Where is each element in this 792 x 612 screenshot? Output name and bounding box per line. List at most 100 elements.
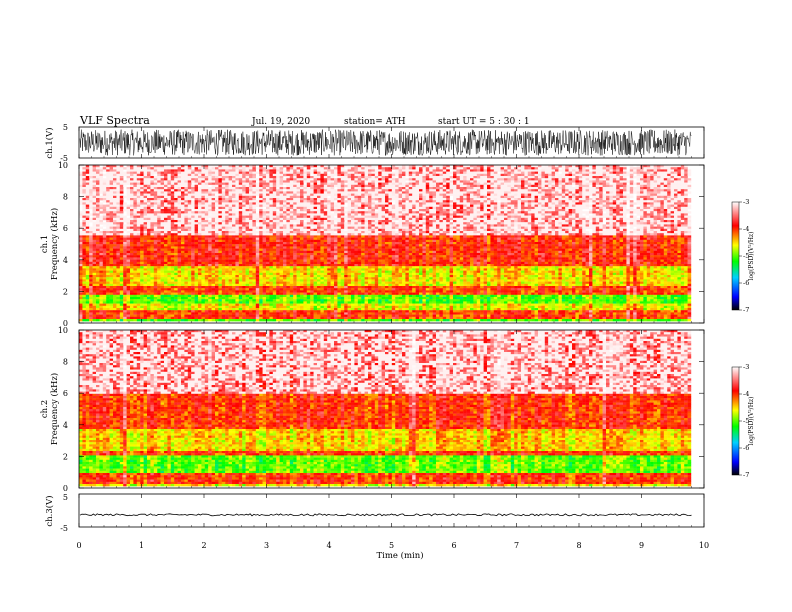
spectrogram-cell bbox=[606, 200, 610, 203]
spectrogram-cell bbox=[259, 167, 263, 170]
spectrogram-cell bbox=[395, 178, 399, 181]
spectrogram-cell bbox=[623, 195, 627, 199]
spectrogram-cell bbox=[463, 206, 467, 210]
spectrogram-cell bbox=[330, 204, 335, 207]
spectrogram-cell bbox=[385, 169, 389, 172]
spectrogram-cell bbox=[493, 169, 498, 172]
spectrogram-cell bbox=[317, 222, 321, 225]
spectrogram-cell bbox=[544, 211, 549, 214]
spectrogram-cell bbox=[629, 173, 634, 177]
spectrogram-cell bbox=[616, 176, 620, 179]
spectrogram-cell bbox=[221, 198, 226, 201]
spectrogram-cell bbox=[582, 193, 586, 196]
spectrogram-cell bbox=[670, 171, 675, 174]
spectrogram-cell bbox=[395, 182, 399, 185]
spectrogram-cell bbox=[633, 187, 637, 190]
spectrogram-cell bbox=[313, 176, 318, 179]
spectrogram-cell bbox=[521, 176, 525, 179]
spectrogram-cell bbox=[150, 191, 154, 194]
spectrogram-cell bbox=[368, 215, 372, 218]
spectrogram-cell bbox=[466, 215, 471, 218]
spectrogram-cell bbox=[109, 200, 114, 203]
spectrogram-cell bbox=[517, 165, 522, 168]
spectrogram-cell bbox=[677, 184, 681, 188]
spectrogram-cell bbox=[653, 224, 658, 227]
spectrogram-cell bbox=[412, 213, 416, 216]
start-time-label: start UT = 5 : 30 : 1 bbox=[438, 117, 530, 127]
spectrogram-cell bbox=[334, 165, 338, 168]
spectrogram-cell bbox=[422, 200, 426, 203]
spectrogram-cell bbox=[677, 191, 681, 194]
spectrogram-cell bbox=[374, 195, 379, 199]
spectrogram-cell bbox=[272, 217, 277, 221]
spectrogram-cell bbox=[140, 198, 144, 201]
spectrogram-cell bbox=[422, 195, 426, 199]
spectrogram-cell bbox=[153, 209, 158, 212]
spectrogram-cell bbox=[272, 224, 277, 227]
spectrogram-cell bbox=[279, 189, 284, 192]
spectrogram-cell bbox=[245, 195, 250, 199]
spectrogram-cell bbox=[269, 224, 273, 227]
spectrogram-cell bbox=[130, 224, 134, 227]
spectrogram-cell bbox=[266, 165, 270, 168]
spectrogram-cell bbox=[463, 171, 467, 174]
spectrogram-cell bbox=[456, 167, 460, 170]
spectrogram-cell bbox=[391, 193, 396, 196]
spectrogram-cell bbox=[415, 222, 420, 225]
spectrogram-cell bbox=[368, 204, 372, 207]
spectrogram-cell bbox=[595, 165, 600, 168]
spectrogram-cell bbox=[602, 193, 607, 196]
spectrogram-cell bbox=[344, 215, 348, 218]
spectrogram-cell bbox=[663, 204, 668, 207]
spectrogram-cell bbox=[487, 217, 491, 221]
spectrogram-cell bbox=[259, 206, 263, 210]
spectrogram-cell bbox=[187, 217, 192, 221]
spectrogram-cell bbox=[262, 167, 267, 170]
spectrogram-cell bbox=[629, 220, 634, 223]
spectrogram-cell bbox=[459, 209, 464, 212]
spectrogram-cell bbox=[82, 178, 86, 181]
spectrogram-cell bbox=[96, 193, 100, 196]
spectrogram-cell bbox=[198, 176, 202, 179]
spectrogram-cell bbox=[395, 171, 399, 174]
spectrogram-cell bbox=[439, 200, 443, 203]
spectrogram-cell bbox=[646, 206, 651, 210]
spectrogram-cell bbox=[198, 198, 202, 201]
spectrogram-cell bbox=[490, 184, 494, 188]
spectrogram-cell bbox=[548, 204, 552, 207]
spectrogram-cell bbox=[242, 226, 246, 229]
spectrogram-cell bbox=[527, 209, 532, 212]
spectrogram-cell bbox=[215, 217, 219, 221]
spectrogram-cell bbox=[646, 167, 651, 170]
spectrogram-cell bbox=[82, 213, 86, 216]
spectrogram-cell bbox=[436, 220, 440, 223]
spectrogram-cell bbox=[541, 222, 545, 225]
spectrogram-cell bbox=[116, 211, 120, 214]
spectrogram-cell bbox=[405, 191, 409, 194]
spectrogram-cell bbox=[89, 169, 93, 172]
spectrogram-cell bbox=[674, 206, 678, 210]
spectrogram-cell bbox=[466, 220, 471, 223]
spectrogram-cell bbox=[289, 215, 294, 218]
spectrogram-cell bbox=[561, 200, 566, 203]
spectrogram-cell bbox=[398, 193, 403, 196]
spectrogram-cell bbox=[425, 224, 430, 227]
spectrogram-cell bbox=[272, 184, 277, 188]
spectrogram-cell bbox=[150, 206, 154, 210]
spectrogram-cell bbox=[408, 176, 413, 179]
spectrogram-cell bbox=[408, 206, 413, 210]
spectrogram-cell bbox=[551, 187, 556, 190]
spectrogram-cell bbox=[398, 191, 403, 194]
spectrogram-cell bbox=[113, 165, 117, 168]
spectrogram-cell bbox=[334, 211, 338, 214]
spectrogram-cell bbox=[476, 211, 481, 214]
spectrogram-cell bbox=[194, 217, 199, 221]
spectrogram-cell bbox=[425, 215, 430, 218]
spectrogram-cell bbox=[235, 167, 239, 170]
spectrogram-cell bbox=[252, 171, 256, 174]
spectrogram-cell bbox=[119, 169, 124, 172]
spectrogram-cell bbox=[235, 195, 239, 199]
spectrogram-cell bbox=[164, 169, 168, 172]
spectrogram-cell bbox=[436, 211, 440, 214]
spectrogram-cell bbox=[674, 167, 678, 170]
